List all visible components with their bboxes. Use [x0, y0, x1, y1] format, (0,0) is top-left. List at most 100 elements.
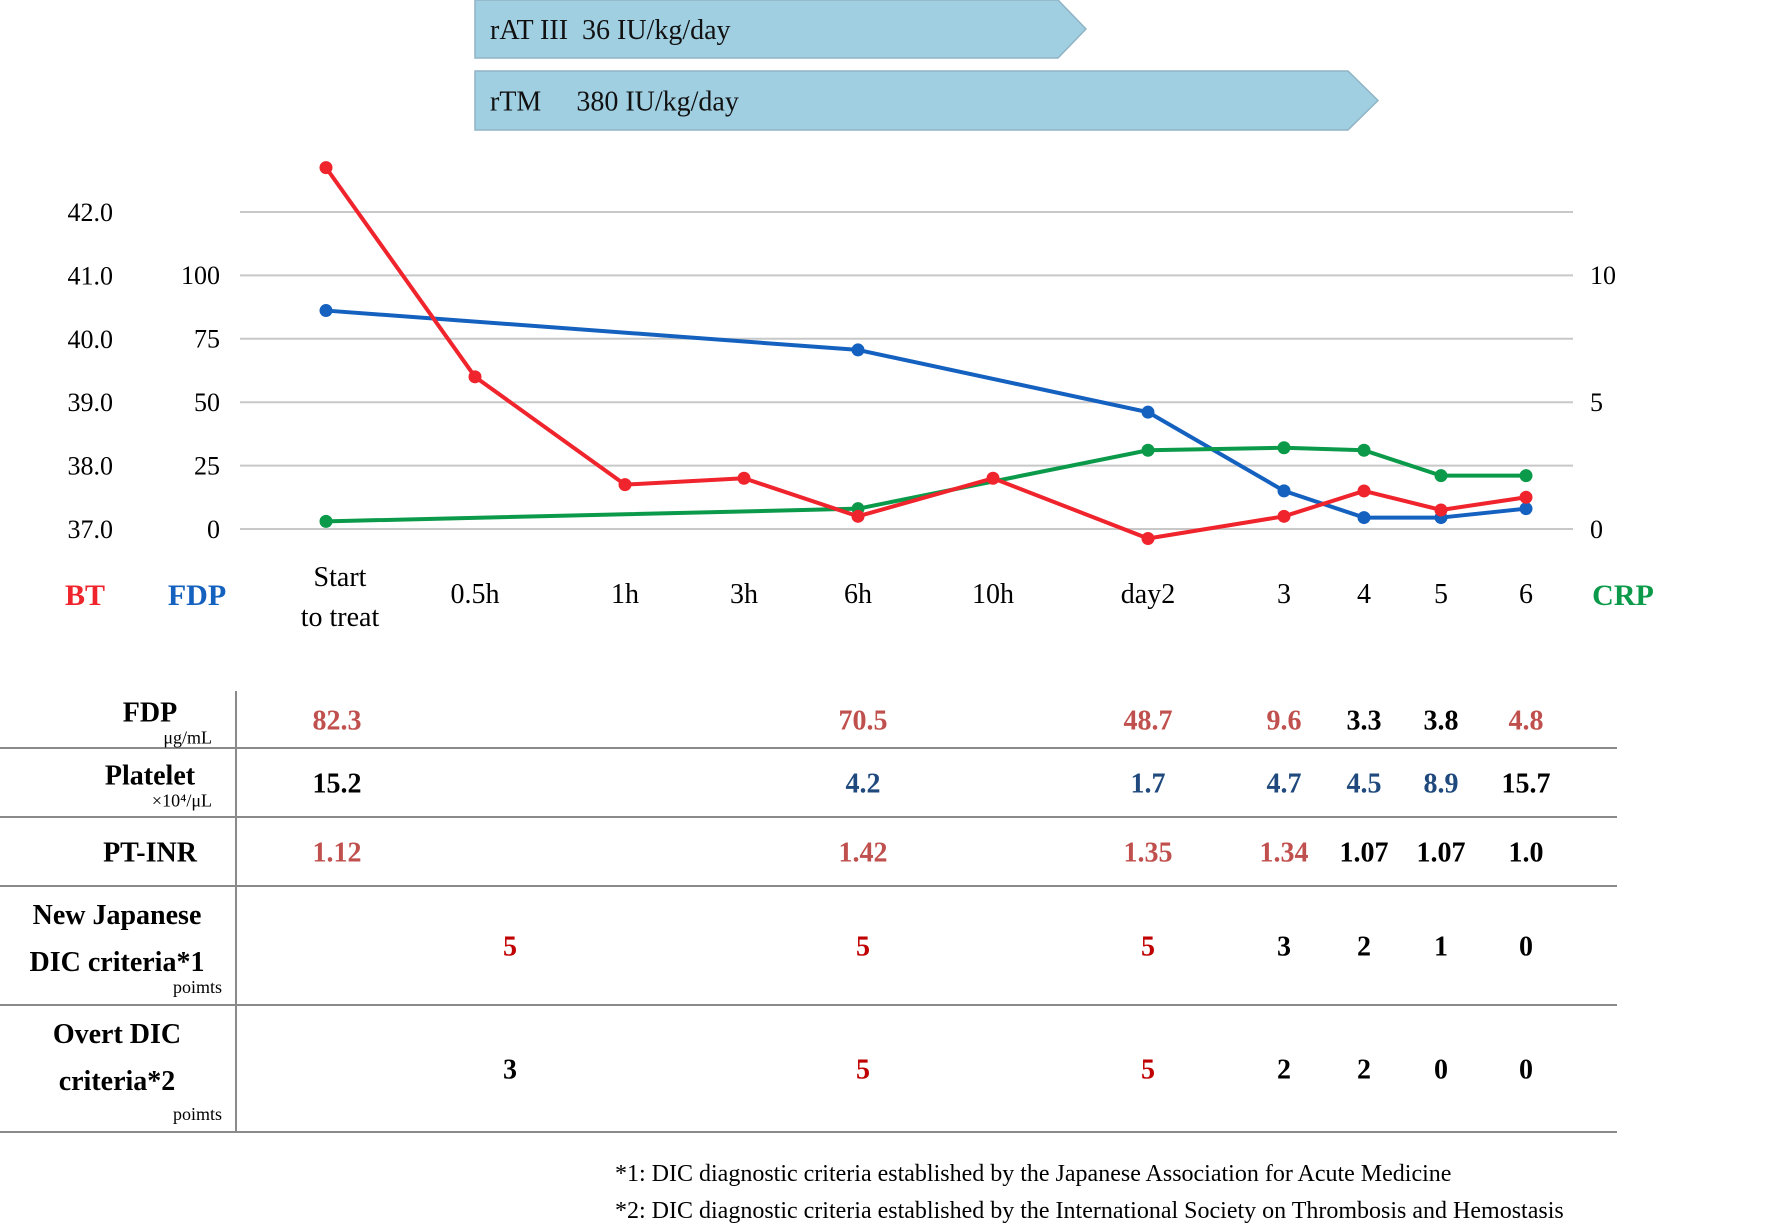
data-point-bt — [1434, 503, 1448, 517]
table-cell: 5 — [856, 932, 870, 963]
table-cell: 0 — [1434, 1055, 1448, 1086]
axis-ticks: 37.0 38.0 39.0 40.0 41.0 42.0 0 25 50 75 100 0 5 10 — [68, 198, 1617, 544]
row-header: PT-INR — [103, 838, 198, 869]
bt-tick-label: 41.0 — [68, 261, 114, 290]
footnotes: *1: DIC diagnostic criteria established … — [615, 1161, 1564, 1224]
table-cell: 1.7 — [1131, 769, 1166, 800]
row-header: FDP — [123, 698, 177, 729]
table-cell: 2 — [1357, 1055, 1371, 1086]
category-label: 4 — [1357, 579, 1371, 610]
series-line-bt — [324, 166, 1527, 541]
table-cell: 5 — [503, 932, 517, 963]
category-label: to treat — [301, 602, 380, 633]
category-label: 10h — [972, 579, 1014, 610]
category-label: 0.5h — [451, 579, 500, 610]
row-header: Platelet — [105, 761, 196, 792]
category-labels: Start to treat 0.5h 1h 3h 6h 10h day2 3 4 5 6 — [301, 562, 1533, 633]
data-point-bt — [618, 478, 632, 492]
fdp-tick-label: 25 — [194, 452, 220, 481]
category-label: Start — [314, 562, 367, 593]
table-cell: 4.7 — [1267, 769, 1302, 800]
table-cell: 4.8 — [1509, 706, 1544, 737]
category-label: 3 — [1277, 579, 1291, 610]
data-point-bt — [1141, 532, 1155, 546]
data-point-fdp — [851, 343, 865, 357]
table-cell: 1 — [1434, 932, 1448, 963]
table-cell: 0 — [1519, 1055, 1533, 1086]
crp-tick-label: 10 — [1590, 261, 1616, 290]
footnote: *2: DIC diagnostic criteria established … — [615, 1198, 1564, 1224]
data-point-fdp — [1141, 405, 1155, 419]
table-cell: 3 — [1277, 932, 1291, 963]
data-point-crp — [1141, 443, 1155, 457]
category-label: 1h — [611, 579, 639, 610]
table-cell: 1.35 — [1124, 838, 1173, 869]
bt-tick-label: 37.0 — [68, 515, 114, 544]
row-header: Overt DIC — [53, 1019, 181, 1050]
data-point-bt — [851, 509, 865, 523]
data-point-bt — [986, 471, 1000, 485]
fdp-tick-label: 100 — [181, 261, 220, 290]
data-point-bt — [1519, 490, 1533, 504]
data-point-fdp — [1519, 502, 1533, 516]
table-cell: 15.2 — [313, 769, 362, 800]
table-cell: 3 — [503, 1055, 517, 1086]
table-cell: 4.2 — [846, 769, 881, 800]
table-cell: 1.07 — [1417, 838, 1466, 869]
data-point-crp — [1434, 469, 1448, 483]
table-cell: 82.3 — [313, 706, 362, 737]
crp-tick-label: 5 — [1590, 388, 1603, 417]
bt-tick-label: 39.0 — [68, 388, 114, 417]
bt-tick-label: 38.0 — [68, 452, 114, 481]
gridlines — [240, 211, 1573, 530]
category-label: 6 — [1519, 579, 1533, 610]
category-label: day2 — [1121, 579, 1175, 610]
category-label: 3h — [730, 579, 758, 610]
crp-axis-title: CRP — [1592, 579, 1654, 612]
table-cell: 70.5 — [839, 706, 888, 737]
axis-titles: BT FDP CRP — [65, 579, 1654, 612]
data-point-bt — [1277, 509, 1291, 523]
row-unit: poimts — [173, 1104, 222, 1124]
treatment-arrow — [474, 0, 1088, 59]
table-cell: 2 — [1357, 932, 1371, 963]
table-cell: 5 — [856, 1055, 870, 1086]
table-cell: 15.7 — [1502, 769, 1551, 800]
table-cell: 1.12 — [313, 838, 362, 869]
table-cell: 8.9 — [1424, 769, 1459, 800]
table-cell: 5 — [1141, 932, 1155, 963]
table-cell: 5 — [1141, 1055, 1155, 1086]
table-cell: 3.3 — [1347, 706, 1382, 737]
row-unit: poimts — [173, 977, 222, 997]
row-unit: ×10⁴/μL — [152, 791, 212, 811]
row-header: DIC criteria*1 — [30, 947, 205, 978]
data-point-crp — [319, 514, 333, 528]
table-cell: 9.6 — [1267, 706, 1302, 737]
fdp-tick-label: 75 — [194, 325, 220, 354]
bt-tick-label: 42.0 — [68, 198, 114, 227]
series-line-fdp — [325, 308, 1527, 520]
bt-tick-label: 40.0 — [68, 325, 114, 354]
table-cell: 1.0 — [1509, 838, 1544, 869]
table-cell: 3.8 — [1424, 706, 1459, 737]
data-point-fdp — [319, 304, 333, 318]
table-cell: 2 — [1277, 1055, 1291, 1086]
data-point-bt — [319, 161, 333, 175]
treatment-label: rTM 380 IU/kg/day — [490, 87, 739, 118]
treatment-arrow — [474, 70, 1380, 131]
table-cell: 1.34 — [1260, 838, 1309, 869]
table-cell: 4.5 — [1347, 769, 1382, 800]
data-point-bt — [1357, 484, 1371, 498]
table-cell: 1.42 — [839, 838, 888, 869]
fdp-tick-label: 0 — [207, 515, 220, 544]
fdp-tick-label: 50 — [194, 388, 220, 417]
data-point-crp — [1277, 441, 1291, 455]
row-header: criteria*2 — [59, 1066, 176, 1097]
table-cell: 1.07 — [1340, 838, 1389, 869]
series-lines — [319, 161, 1533, 546]
data-point-bt — [468, 370, 482, 384]
treatment-arrows: rAT III 36 IU/kg/day rTM 380 IU/kg/day — [474, 0, 1380, 131]
table-cell: 48.7 — [1124, 706, 1173, 737]
